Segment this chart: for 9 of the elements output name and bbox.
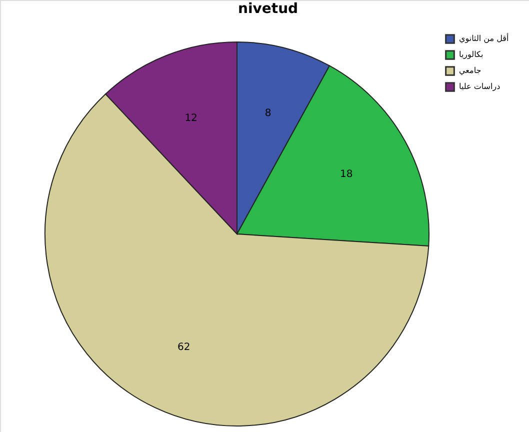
- legend-label: بكالوريا: [459, 50, 484, 59]
- chart-title: nivetud: [238, 1, 298, 17]
- legend-label: أقل من الثانوي: [459, 33, 509, 43]
- legend-label: دراسات عليا: [459, 82, 501, 91]
- data-label: 12: [184, 112, 198, 124]
- legend-label: جامعي: [459, 66, 482, 75]
- data-label: 8: [264, 108, 272, 120]
- data-label: 18: [340, 168, 353, 180]
- data-label: 62: [177, 342, 190, 353]
